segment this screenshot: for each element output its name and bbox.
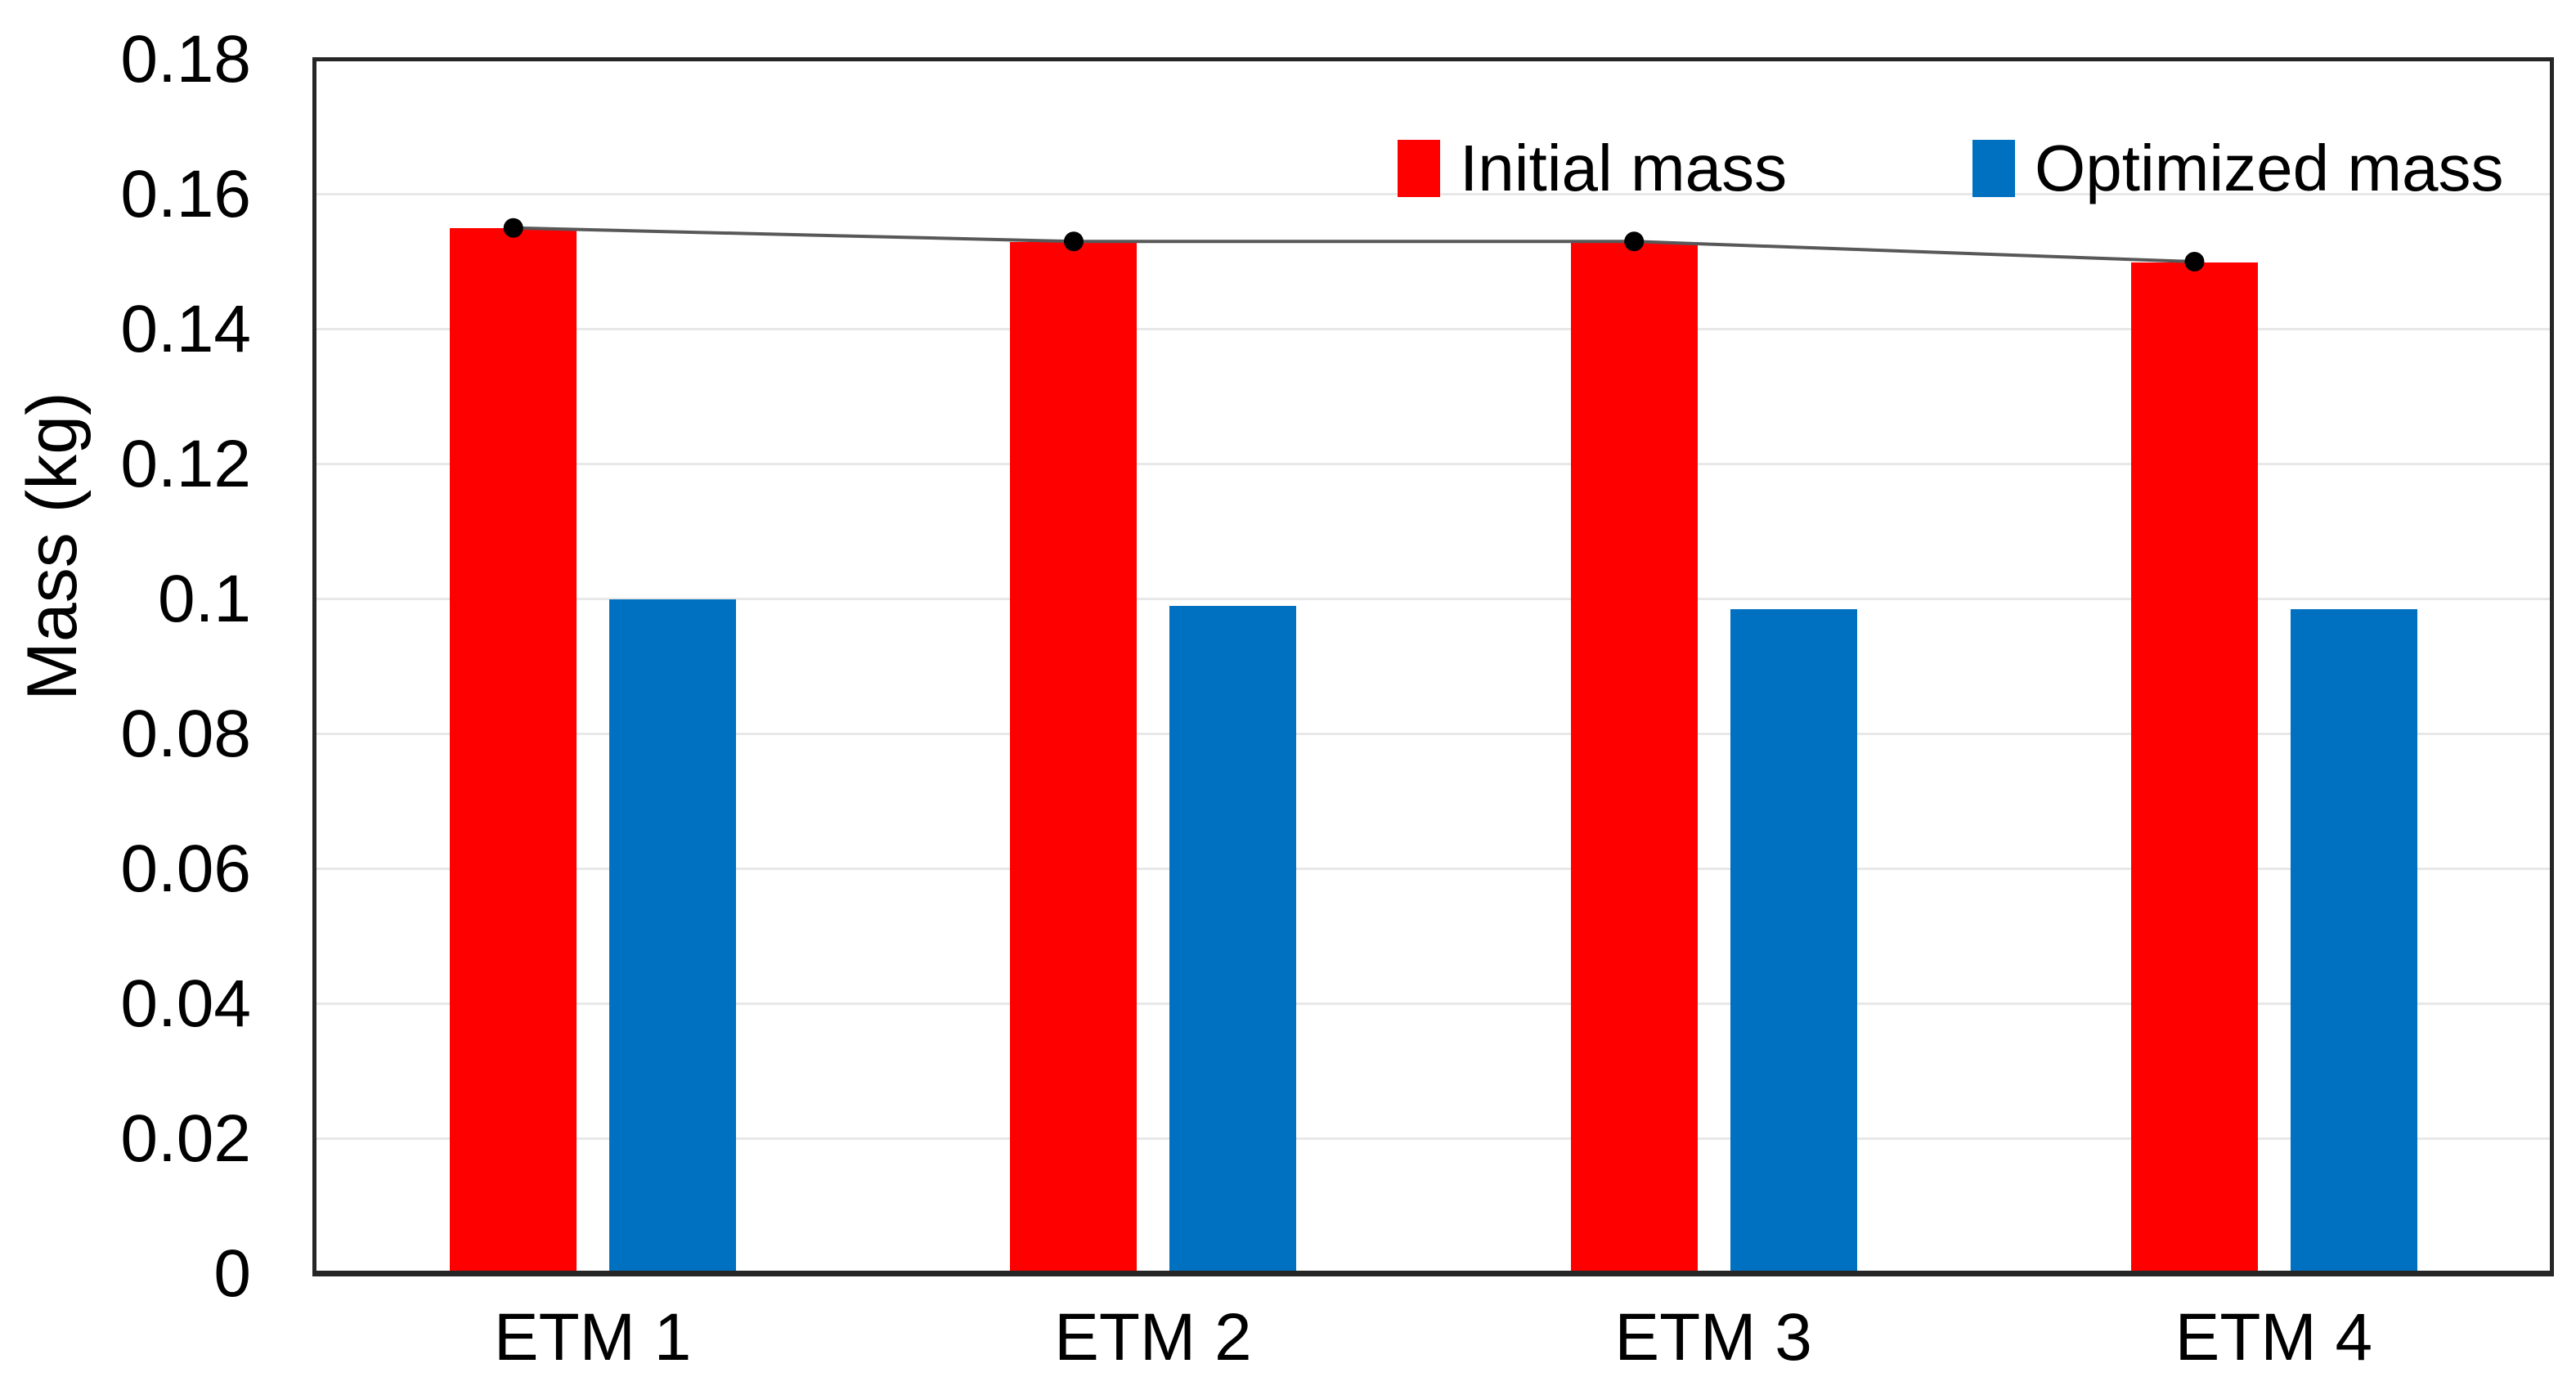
legend-label-optimized-mass: Optimized mass xyxy=(2035,132,2504,204)
y-tick-label: 0.08 xyxy=(120,696,251,771)
y-tick-label: 0.16 xyxy=(120,156,251,231)
data-point-marker xyxy=(503,218,523,238)
bar-initial-mass-etm-2 xyxy=(1010,241,1138,1274)
legend-swatch-initial-mass xyxy=(1398,140,1440,197)
y-tick-label: 0.1 xyxy=(158,561,251,636)
plot-area xyxy=(312,57,2554,1276)
gridline xyxy=(312,463,2554,465)
bar-optimized-mass-etm-1 xyxy=(609,599,737,1274)
gridline xyxy=(312,868,2554,870)
data-point-marker xyxy=(2184,252,2205,271)
y-tick-label: 0.12 xyxy=(120,426,251,501)
trend-line-layer xyxy=(503,218,2205,271)
gridline xyxy=(312,1137,2554,1140)
plot-border-left xyxy=(312,57,316,1276)
bar-optimized-mass-etm-2 xyxy=(1169,606,1297,1274)
x-axis-label-etm-1: ETM 1 xyxy=(493,1300,692,1375)
gridline xyxy=(312,733,2554,735)
x-axis-line xyxy=(312,1271,2554,1276)
y-tick-label: 0.06 xyxy=(120,831,251,906)
bar-optimized-mass-etm-4 xyxy=(2290,609,2417,1274)
y-tick-label: 0.18 xyxy=(120,21,251,96)
x-axis-label-etm-2: ETM 2 xyxy=(1054,1300,1252,1375)
bar-optimized-mass-etm-3 xyxy=(1730,609,1857,1274)
y-tick-label: 0.04 xyxy=(120,966,251,1041)
bar-initial-mass-etm-4 xyxy=(2130,262,2258,1274)
legend-item-initial-mass: Initial mass xyxy=(1398,124,1787,213)
gridline xyxy=(312,1002,2554,1005)
trend-line xyxy=(513,226,2195,263)
y-tick-label: 0.02 xyxy=(120,1101,251,1176)
legend-item-optimized-mass: Optimized mass xyxy=(1972,124,2503,213)
data-point-marker xyxy=(1063,231,1084,252)
bar-initial-mass-etm-3 xyxy=(1570,241,1698,1274)
legend-label-initial-mass: Initial mass xyxy=(1460,132,1788,204)
data-point-marker xyxy=(1624,231,1645,252)
bar-initial-mass-etm-1 xyxy=(450,228,577,1274)
y-tick-label: 0.14 xyxy=(120,291,251,366)
gridline xyxy=(312,598,2554,600)
x-axis-label-etm-3: ETM 3 xyxy=(1614,1300,1812,1375)
plot-border-top xyxy=(312,57,2554,61)
x-axis-label-etm-4: ETM 4 xyxy=(2174,1300,2373,1375)
gridline xyxy=(312,328,2554,330)
y-tick-label: 0 xyxy=(213,1236,251,1311)
legend-swatch-optimized-mass xyxy=(1972,140,2015,197)
plot-border-right xyxy=(2550,57,2554,1276)
